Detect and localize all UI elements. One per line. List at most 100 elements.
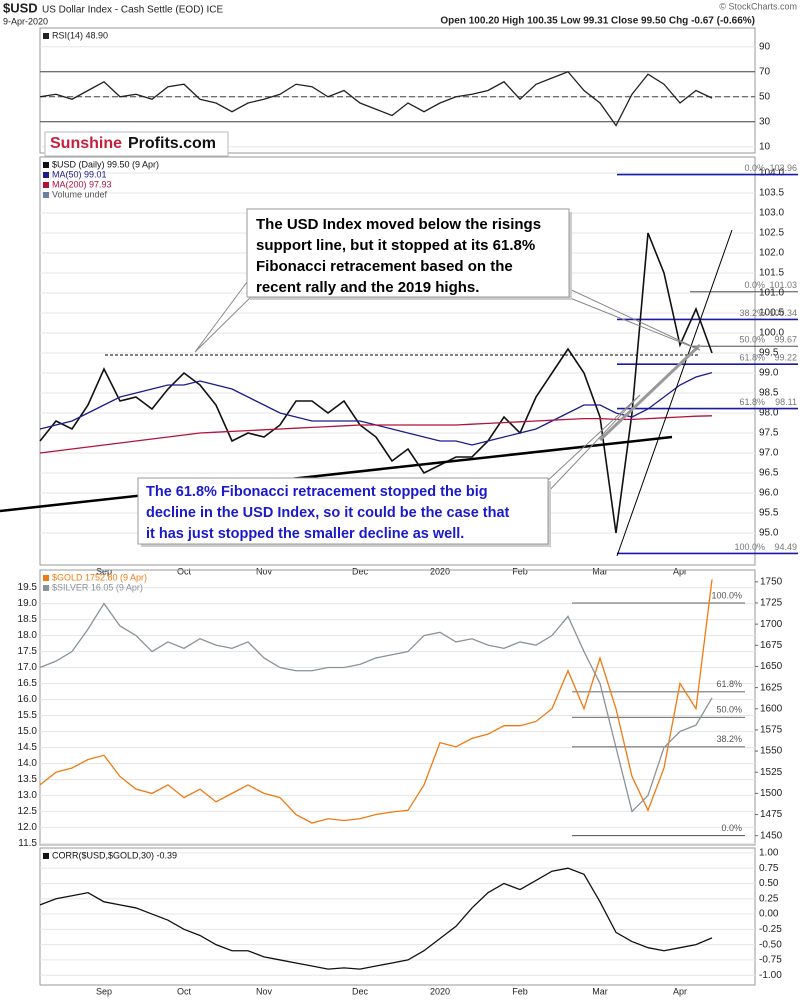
x-tick-label: Sep [96, 986, 112, 996]
annotation-line: The USD Index moved below the risings [256, 216, 541, 233]
fib-value: 99.22 [774, 353, 797, 363]
y-tick-label: 99.0 [759, 368, 779, 379]
annotation-line: decline in the USD Index, so it could be… [146, 505, 510, 521]
y-tick-label: 102.5 [759, 228, 784, 239]
y-tick-label: 14.0 [18, 758, 38, 769]
fib-value: 99.67 [774, 335, 797, 345]
y-tick-label: 12.0 [18, 822, 38, 833]
plot-layer: 90 70 50 30 10 RSI(14) 48.90 104.0 103.5 103.0 10… [18, 27, 798, 996]
y-tick-label: 103.0 [759, 208, 784, 219]
fib-label: 61.8% [739, 397, 765, 407]
annotation-line: The 61.8% Fibonacci retracement stopped … [146, 484, 488, 500]
y-tick-label: 13.0 [18, 790, 38, 801]
series-line [39, 579, 713, 824]
y2-tick-label: 1700 [760, 619, 783, 630]
y-tick-label: 11.5 [18, 838, 37, 849]
y-tick-label: 1.00 [759, 848, 779, 859]
y-tick-label: 70 [759, 66, 771, 77]
x-tick-label: Feb [512, 566, 528, 576]
logo-text: Profits.com [128, 135, 216, 152]
x-tick-label: Nov [256, 566, 273, 576]
y-tick-label: 97.0 [759, 448, 779, 459]
y-tick-label: 13.5 [18, 774, 38, 785]
support-channel [598, 343, 702, 442]
y-tick-label: 97.5 [759, 428, 779, 439]
annotation-line: Fibonacci retracement based on the [256, 258, 513, 275]
date: 9-Apr-2020 [3, 16, 48, 26]
y-tick-label: 101.5 [759, 268, 784, 279]
y2-tick-label: 1625 [760, 682, 783, 693]
annotation-line: support line, but it stopped at its 61.8… [256, 237, 535, 254]
y-tick-label: 95.5 [759, 508, 779, 519]
trend-line [616, 229, 733, 557]
series-line [39, 602, 713, 813]
legend-swatch [43, 575, 49, 581]
logo-text: Sunshine [50, 135, 122, 152]
legend-label: CORR($USD,$GOLD,30) -0.39 [52, 850, 177, 860]
y-tick-label: 16.5 [18, 678, 38, 689]
y-tick-label: 18.5 [18, 614, 38, 625]
x-tick-label: Mar [592, 986, 608, 996]
y2-tick-label: 1550 [760, 746, 783, 757]
y-tick-label: 50 [759, 91, 771, 102]
fib-label: 100.0% [734, 542, 765, 552]
x-tick-label: Dec [352, 566, 369, 576]
quote: Open 100.20 High 100.35 Low 99.31 Close … [440, 16, 755, 27]
y-tick-label: 102.0 [759, 248, 784, 259]
series-line [39, 70, 713, 127]
legend-swatch [43, 162, 49, 168]
y-tick-label: 104.0 [759, 168, 784, 179]
y2-tick-label: 1725 [760, 598, 783, 609]
y-tick-label: 15.5 [18, 710, 38, 721]
x-tick-label: Mar [592, 566, 608, 576]
y-tick-label: -0.25 [759, 924, 782, 935]
legend-label: MA(50) 99.01 [52, 169, 107, 179]
x-tick-label: Nov [256, 986, 273, 996]
series-line [39, 415, 713, 454]
y-tick-label: 90 [759, 41, 771, 52]
fib-label: 0.0% [744, 163, 765, 173]
fib-label: 50.0% [739, 335, 765, 345]
y-tick-label: -0.75 [759, 955, 782, 966]
y-tick-label: 14.5 [18, 742, 38, 753]
y-tick-label: 12.5 [18, 806, 38, 817]
legend-swatch [43, 33, 49, 39]
y-tick-label: 17.0 [18, 662, 38, 673]
y-tick-label: 103.5 [759, 188, 784, 199]
x-tick-label: 2020 [430, 566, 450, 576]
y2-tick-label: 1650 [760, 661, 783, 672]
y-tick-label: 17.5 [18, 646, 38, 657]
y2-tick-label: 1450 [760, 830, 783, 841]
y-tick-label: 15.0 [18, 726, 38, 737]
callout-pointer [564, 286, 701, 351]
y-tick-label: 99.5 [759, 348, 779, 359]
callout-box [137, 477, 549, 545]
y-tick-label: 100.5 [759, 308, 784, 319]
annotation-line: it has just stopped the smaller decline … [146, 526, 464, 542]
legend-label: $USD (Daily) 99.50 (9 Apr) [52, 159, 159, 169]
legend-swatch [43, 172, 49, 178]
fib-label: 38.2% [716, 734, 742, 744]
callout-pointer [544, 394, 641, 496]
credit: © StockCharts.com [719, 1, 797, 11]
y-tick-label: 101.0 [759, 288, 784, 299]
fib-label: 100.0% [711, 590, 742, 600]
y2-tick-label: 1750 [760, 576, 783, 587]
fib-label: 0.0% [721, 823, 742, 833]
x-tick-label: 2020 [430, 986, 450, 996]
subtitle: US Dollar Index - Cash Settle (EOD) ICE [42, 5, 223, 16]
fib-label: 50.0% [716, 705, 742, 715]
legend-label: Volume undef [52, 189, 108, 199]
fib-value: 101.03 [769, 280, 797, 290]
x-tick-label: Dec [352, 986, 369, 996]
annotation-line: recent rally and the 2019 highs. [256, 279, 479, 296]
y-tick-label: 10 [759, 141, 771, 152]
fib-value: 103.96 [769, 163, 797, 173]
legend-swatch [43, 192, 49, 198]
y-tick-label: 0.00 [759, 909, 779, 920]
y-tick-label: 16.0 [18, 694, 38, 705]
panel-frame [39, 27, 756, 154]
x-tick-label: Oct [177, 986, 192, 996]
trend-line [0, 435, 673, 513]
legend-label: $GOLD 1752.80 (9 Apr) [52, 572, 147, 582]
